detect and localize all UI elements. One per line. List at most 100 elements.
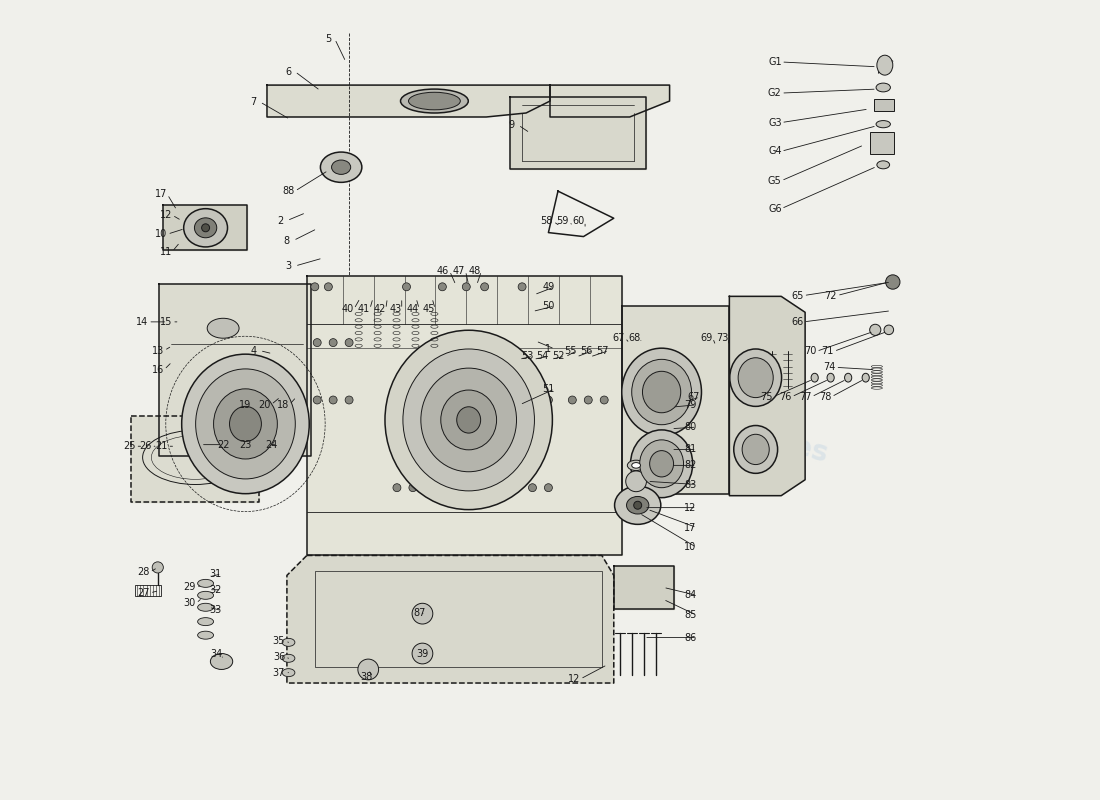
Text: 1: 1: [546, 344, 551, 354]
Text: eurospares: eurospares: [444, 348, 622, 420]
Text: 53: 53: [520, 351, 534, 361]
Circle shape: [409, 396, 417, 404]
Ellipse shape: [421, 368, 517, 472]
Ellipse shape: [615, 486, 661, 524]
Text: 73: 73: [716, 333, 728, 343]
Text: 60: 60: [573, 217, 585, 226]
Text: 41: 41: [358, 304, 370, 314]
Ellipse shape: [198, 631, 213, 639]
Polygon shape: [160, 285, 311, 456]
Text: 82: 82: [684, 460, 696, 470]
Text: 69: 69: [700, 333, 713, 343]
Text: 8: 8: [284, 235, 290, 246]
Text: 25: 25: [123, 442, 135, 451]
Text: 21: 21: [155, 442, 167, 451]
Ellipse shape: [195, 218, 217, 238]
Text: 6: 6: [285, 66, 292, 77]
Circle shape: [412, 643, 432, 664]
Ellipse shape: [213, 389, 277, 459]
Circle shape: [518, 283, 526, 290]
Ellipse shape: [201, 224, 210, 232]
Text: 5: 5: [326, 34, 331, 44]
Text: 22: 22: [217, 440, 230, 450]
Ellipse shape: [729, 349, 782, 406]
Text: 52: 52: [552, 351, 565, 361]
Ellipse shape: [811, 374, 818, 382]
Text: 34: 34: [210, 650, 223, 659]
Text: 87: 87: [414, 608, 426, 618]
Text: 18: 18: [277, 400, 289, 410]
Ellipse shape: [630, 430, 693, 498]
Text: 86: 86: [684, 633, 696, 642]
Text: 19: 19: [240, 400, 252, 410]
Text: 79: 79: [684, 400, 696, 410]
Circle shape: [462, 283, 471, 290]
Circle shape: [496, 396, 505, 404]
Ellipse shape: [282, 638, 295, 646]
Text: 83: 83: [684, 479, 696, 490]
Text: 17: 17: [155, 190, 167, 199]
Ellipse shape: [631, 359, 692, 425]
Ellipse shape: [441, 390, 496, 450]
Ellipse shape: [876, 121, 890, 128]
Circle shape: [314, 396, 321, 404]
Text: 65: 65: [791, 290, 803, 301]
Text: 51: 51: [542, 384, 554, 394]
Text: 2: 2: [277, 216, 284, 226]
Ellipse shape: [403, 349, 535, 491]
Text: 4: 4: [251, 346, 256, 355]
Text: 10: 10: [684, 542, 696, 553]
Circle shape: [544, 484, 552, 492]
Circle shape: [464, 484, 473, 492]
Text: 48: 48: [469, 266, 481, 276]
Text: 17: 17: [684, 522, 696, 533]
Text: 50: 50: [542, 301, 554, 311]
Ellipse shape: [862, 374, 869, 382]
Polygon shape: [307, 277, 622, 555]
Circle shape: [324, 283, 332, 290]
Circle shape: [481, 396, 488, 404]
Circle shape: [345, 396, 353, 404]
Ellipse shape: [230, 406, 262, 442]
Ellipse shape: [408, 92, 460, 110]
Text: 59: 59: [557, 217, 569, 226]
Text: 33: 33: [209, 606, 221, 615]
Ellipse shape: [196, 369, 295, 479]
Ellipse shape: [870, 324, 881, 335]
Text: 10: 10: [155, 229, 167, 239]
Ellipse shape: [198, 603, 213, 611]
Ellipse shape: [198, 591, 213, 599]
Circle shape: [425, 396, 432, 404]
Circle shape: [329, 338, 337, 346]
Ellipse shape: [877, 55, 893, 75]
Text: 13: 13: [152, 346, 164, 355]
Bar: [135, 585, 161, 596]
Circle shape: [311, 283, 319, 290]
Circle shape: [403, 283, 410, 290]
Text: 47: 47: [453, 266, 465, 276]
Text: G5: G5: [768, 176, 782, 186]
Circle shape: [329, 396, 337, 404]
Ellipse shape: [184, 209, 228, 247]
Text: 12: 12: [568, 674, 580, 684]
Circle shape: [464, 396, 473, 404]
Text: 29: 29: [184, 582, 196, 592]
Circle shape: [528, 396, 537, 404]
Ellipse shape: [877, 161, 890, 169]
Text: 36: 36: [273, 652, 285, 662]
Ellipse shape: [320, 152, 362, 182]
Ellipse shape: [884, 325, 893, 334]
Circle shape: [626, 471, 647, 492]
Text: 85: 85: [684, 610, 696, 620]
Text: 68: 68: [628, 333, 640, 343]
Ellipse shape: [627, 497, 649, 514]
Bar: [315, 571, 602, 667]
Text: 28: 28: [138, 567, 150, 578]
Ellipse shape: [400, 89, 469, 113]
Ellipse shape: [650, 450, 673, 477]
Text: 20: 20: [258, 400, 271, 410]
Ellipse shape: [198, 618, 213, 626]
Text: eurospares: eurospares: [654, 396, 832, 468]
Text: 84: 84: [684, 590, 696, 600]
Ellipse shape: [742, 434, 769, 465]
